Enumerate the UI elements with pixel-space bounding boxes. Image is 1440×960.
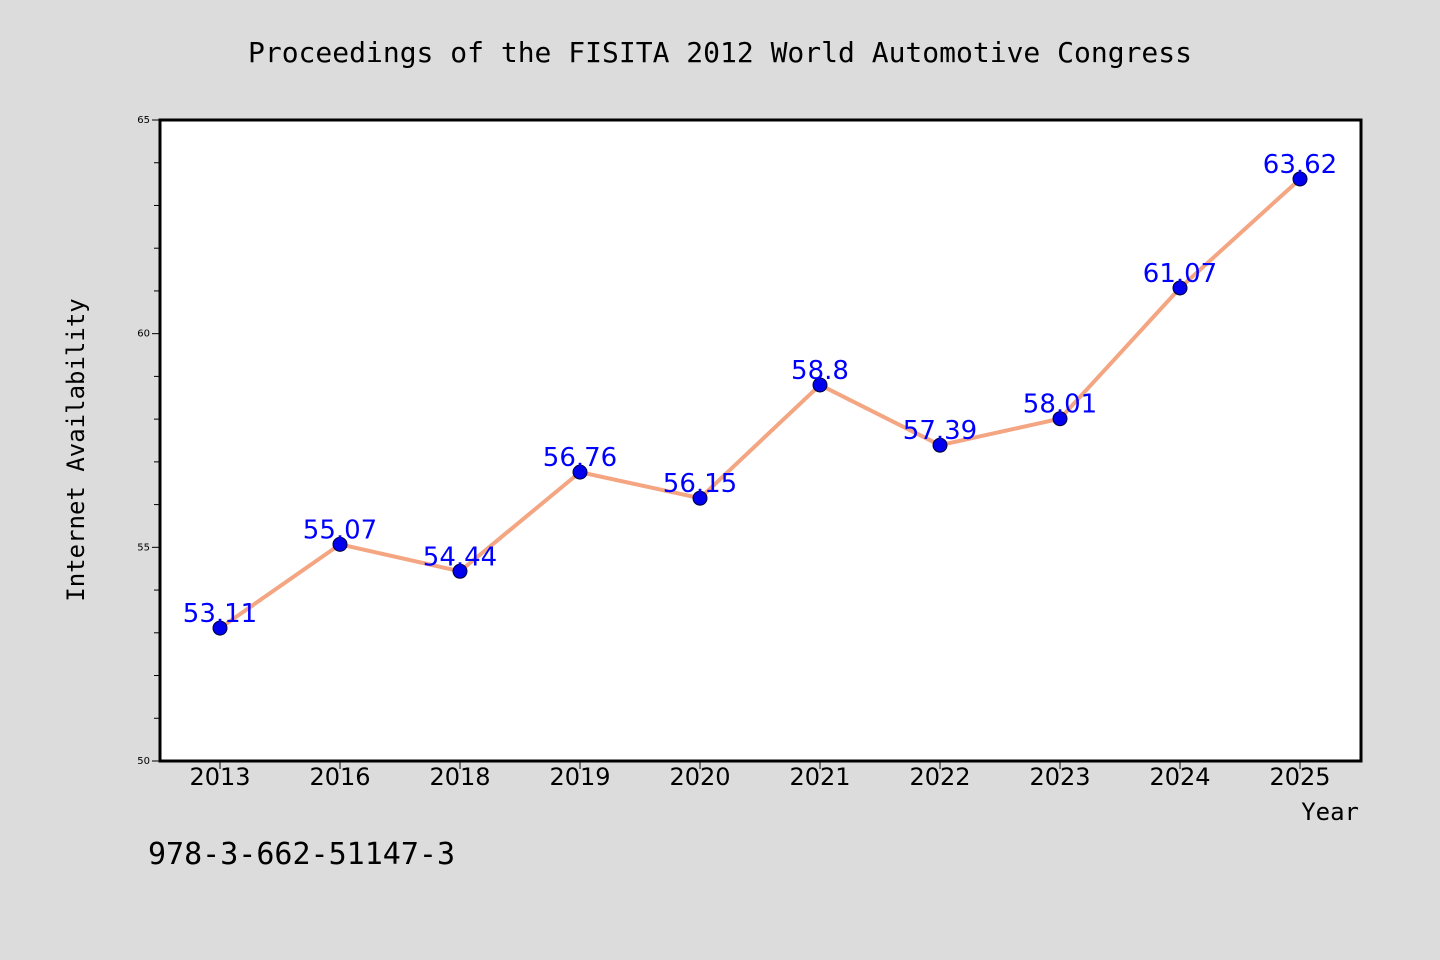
y-tick-label: 65 (137, 115, 150, 126)
y-tick-label: 50 (137, 756, 150, 767)
data-label-layer: 53.11 55.07 54.44 56.76 56.15 58.8 57.39 58.01 6… (183, 150, 1337, 629)
x-tick-label: 2018 (429, 763, 490, 791)
x-tick-label: 2019 (549, 763, 610, 791)
x-tick-label: 2016 (309, 763, 370, 791)
x-tick-label: 2025 (1269, 763, 1330, 791)
series-line (218, 176, 1302, 631)
x-tick-label: 2022 (909, 763, 970, 791)
isbn-text: 978-3-662-51147-3 (148, 837, 455, 872)
data-label: 63.62 (1263, 150, 1337, 180)
data-label: 57.39 (903, 416, 977, 446)
data-label: 55.07 (303, 515, 377, 545)
chart-title: Proceedings of the FISITA 2012 World Aut… (248, 36, 1192, 69)
data-label: 61.07 (1143, 259, 1217, 289)
data-point (932, 437, 948, 453)
data-point (452, 563, 468, 579)
data-point (332, 536, 348, 552)
y-tick-label: 55 (137, 542, 150, 553)
data-label: 53.11 (183, 599, 257, 629)
data-point (692, 490, 708, 506)
x-tick-label: 2020 (669, 763, 730, 791)
data-point (812, 377, 828, 393)
data-label: 56.15 (663, 469, 737, 499)
y-tick-label: 60 (137, 329, 150, 340)
x-tick-label: 2021 (789, 763, 850, 791)
data-point (212, 620, 228, 636)
data-label: 58.01 (1023, 390, 1097, 420)
data-point (1172, 280, 1188, 296)
data-label: 56.76 (543, 443, 617, 473)
y-axis: 50 55 60 65 (137, 115, 160, 767)
data-label: 54.44 (423, 542, 497, 572)
x-axis: 2013 2016 2018 2019 2020 2021 2022 2023 2024 2025 (189, 761, 1331, 791)
data-point (572, 464, 588, 480)
x-tick-label: 2013 (189, 763, 250, 791)
x-tick-label: 2023 (1029, 763, 1090, 791)
series-layer (212, 171, 1308, 636)
x-axis-label: Year (1301, 798, 1359, 826)
data-point (1292, 171, 1308, 187)
data-point (1052, 411, 1068, 427)
data-label: 58.8 (791, 356, 849, 386)
x-tick-label: 2024 (1149, 763, 1210, 791)
y-axis-label: Internet Availability (62, 298, 90, 601)
